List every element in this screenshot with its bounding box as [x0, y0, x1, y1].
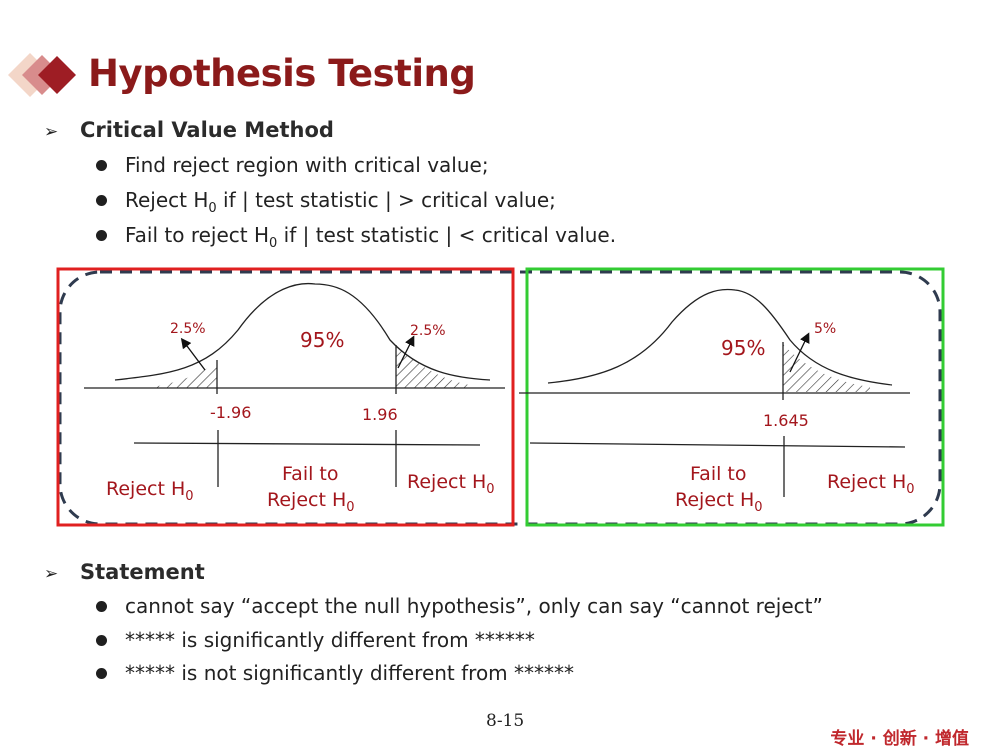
logo-diamonds-icon: [8, 53, 76, 97]
left-frame: [56, 267, 515, 527]
bullet-text: ***** is not significantly different fro…: [125, 661, 575, 685]
arrow-bullet-icon: ➢: [44, 122, 59, 142]
section-heading: Statement: [80, 560, 205, 584]
upper-tail-hatch: [783, 344, 870, 392]
region-fail-2: Reject H0: [267, 489, 355, 515]
center-label-left: 95%: [300, 328, 344, 352]
footer-brand: 专业 · 创新 · 增值: [830, 729, 969, 749]
section-heading: Critical Value Method: [80, 118, 334, 142]
normal-curve-left: [114, 282, 491, 381]
region-reject-left: Reject H0: [106, 478, 194, 504]
arrow-left-tail: [180, 337, 206, 371]
region-axis-right: [529, 442, 906, 448]
crit-label-left: -1.96: [210, 403, 251, 422]
page-number: 8-15: [486, 711, 525, 731]
arrow-right-tail: [397, 335, 415, 369]
bullet-text: ***** is significantly different from **…: [125, 628, 535, 652]
tail-label-right: 2.5%: [410, 323, 446, 339]
bullet-icon: [96, 668, 107, 679]
page-title: Hypothesis Testing: [88, 52, 476, 95]
bullet-text: Reject H0 if | test statistic | > critic…: [125, 188, 556, 216]
center-label-right: 95%: [721, 336, 765, 360]
bullet-text: Fail to reject H0 if | test statistic | …: [125, 223, 617, 251]
right-frame: [525, 267, 945, 527]
region-axis-left: [133, 442, 481, 446]
right-tail-hatch: [396, 347, 470, 388]
region-fail-1: Fail to: [282, 463, 339, 485]
region-reject-right: Reject H0: [407, 471, 495, 497]
arrow-bullet-icon: ➢: [44, 564, 59, 584]
bullet-icon: [96, 635, 107, 646]
region-fail-2-right: Reject H0: [675, 489, 763, 515]
tail-label-upper: 5%: [814, 321, 836, 337]
dashed-outline: [58, 270, 942, 526]
left-tail-hatch: [148, 362, 217, 388]
bullet-icon: [96, 601, 107, 612]
bullet-text: cannot say “accept the null hypothesis”,…: [125, 594, 823, 618]
tail-label-left: 2.5%: [170, 321, 206, 337]
crit-label-1645: 1.645: [763, 411, 809, 430]
crit-label-right: 1.96: [362, 405, 398, 424]
normal-curve-right: [547, 288, 893, 386]
bullet-text: Find reject region with critical value;: [125, 153, 489, 177]
bullet-icon: [96, 195, 107, 206]
arrow-upper-tail: [789, 332, 810, 373]
bullet-icon: [96, 160, 107, 171]
bullet-icon: [96, 230, 107, 241]
region-reject-upper: Reject H0: [827, 471, 915, 497]
region-fail-1-right: Fail to: [690, 463, 747, 485]
